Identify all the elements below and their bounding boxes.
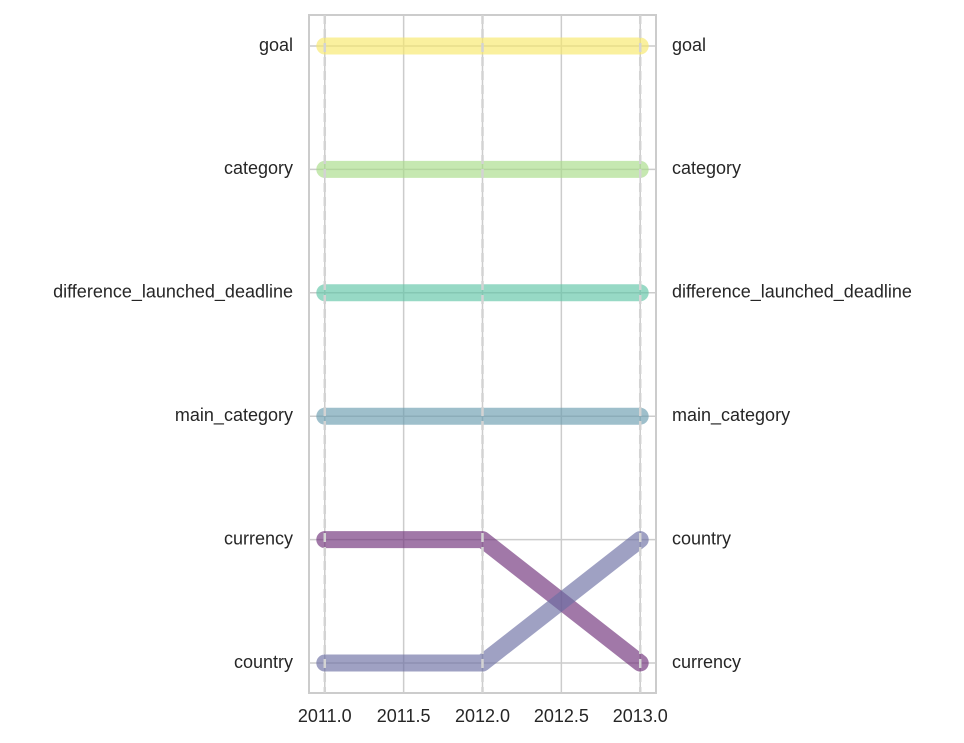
series-lines [316, 37, 649, 672]
x-axis-tick-labels: 2011.0 2011.5 2012.0 2012.5 2013.0 [298, 706, 668, 726]
right-label: goal [672, 35, 706, 55]
right-label: category [672, 158, 741, 178]
right-label: main_category [672, 405, 790, 426]
x-tick-label: 2011.0 [298, 706, 352, 726]
left-label: difference_launched_deadline [53, 282, 293, 303]
right-label: difference_launched_deadline [672, 282, 912, 303]
left-label: goal [259, 35, 293, 55]
right-label: currency [672, 652, 741, 672]
right-axis-labels: goal category difference_launched_deadline… [672, 35, 912, 672]
right-label: country [672, 528, 731, 548]
x-tick-label: 2011.5 [377, 706, 431, 726]
left-label: country [234, 652, 293, 672]
left-label: category [224, 158, 293, 178]
x-tick-label: 2013.0 [613, 706, 668, 726]
x-tick-label: 2012.5 [534, 706, 589, 726]
left-label: currency [224, 528, 293, 548]
left-axis-labels: goal category difference_launched_deadline… [53, 35, 293, 672]
x-tick-label: 2012.0 [455, 706, 510, 726]
x-guide-lines [323, 15, 642, 693]
left-label: main_category [175, 405, 293, 426]
